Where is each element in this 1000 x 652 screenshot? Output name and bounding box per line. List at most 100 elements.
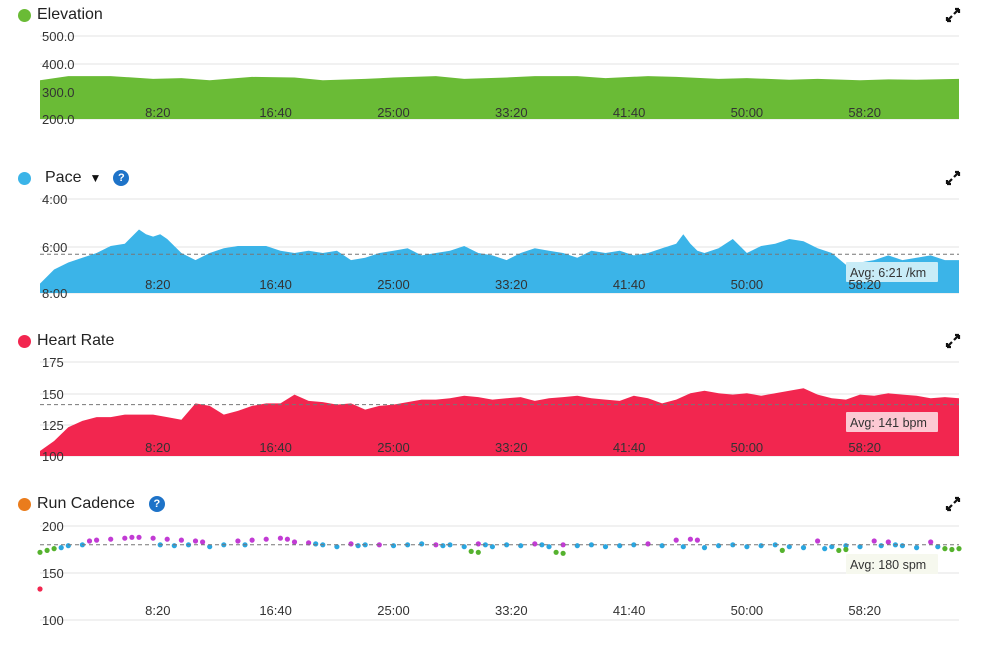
y-tick-label: 150 bbox=[42, 566, 64, 581]
x-tick-label: 16:40 bbox=[259, 440, 292, 455]
cadence-point bbox=[482, 542, 488, 548]
cadence-point bbox=[504, 542, 510, 548]
cadence-point bbox=[836, 547, 842, 553]
cadence-point bbox=[822, 546, 828, 552]
x-tick-label: 50:00 bbox=[731, 105, 764, 120]
cadence-point bbox=[935, 544, 941, 550]
cadence-point bbox=[779, 547, 785, 553]
cadence-point bbox=[86, 538, 93, 544]
cadence-point bbox=[475, 549, 481, 555]
cadence-point bbox=[928, 539, 934, 545]
cadence-point bbox=[58, 545, 64, 551]
pace-title: Pace bbox=[45, 169, 82, 186]
cadence-point bbox=[51, 546, 57, 552]
elevation-title: Elevation bbox=[37, 6, 103, 23]
cadence-point bbox=[949, 546, 955, 553]
x-tick-label: 50:00 bbox=[731, 440, 764, 455]
y-tick-label: 6:00 bbox=[42, 240, 67, 255]
cadence-header: Run Cadence ? bbox=[18, 493, 165, 515]
pace-chart: Avg: 6:21 /km 4:00 6:00 8:00 8:20 16:40 25:00 3… bbox=[40, 192, 959, 301]
cadence-point bbox=[207, 544, 213, 550]
y-tick-label: 175 bbox=[42, 355, 64, 370]
heart-rate-title: Heart Rate bbox=[37, 332, 115, 349]
cadence-point bbox=[489, 544, 495, 550]
average-label-bg bbox=[846, 554, 938, 574]
cadence-point bbox=[560, 550, 566, 556]
cadence-point bbox=[942, 546, 948, 552]
cadence-point bbox=[857, 544, 863, 550]
heart-rate-legend-dot bbox=[18, 334, 31, 348]
x-tick-label: 41:40 bbox=[613, 440, 646, 455]
cadence-point bbox=[716, 543, 722, 549]
y-tick-label: 200 bbox=[42, 519, 64, 534]
average-label: Avg: 180 spm bbox=[850, 558, 926, 572]
cadence-point bbox=[617, 543, 623, 549]
pace-panel: Pace ▼ ? Avg: 6:21 /km 4:00 6:00 8:00 8:20 16… bbox=[0, 163, 1000, 326]
cadence-point bbox=[37, 549, 43, 555]
cadence-point bbox=[419, 541, 425, 547]
cadence-point bbox=[390, 543, 397, 549]
y-tick-label: 125 bbox=[42, 418, 64, 433]
cadence-point bbox=[440, 543, 446, 549]
cadence-point bbox=[65, 543, 71, 549]
expand-icon[interactable] bbox=[944, 332, 962, 350]
cadence-point bbox=[263, 536, 269, 542]
y-tick-label: 150 bbox=[42, 387, 64, 402]
cadence-point bbox=[518, 543, 524, 549]
expand-icon[interactable] bbox=[944, 495, 962, 513]
x-tick-label: 58:20 bbox=[848, 105, 881, 120]
x-tick-label: 25:00 bbox=[377, 440, 410, 455]
cadence-point bbox=[150, 535, 156, 541]
y-tick-label: 8:00 bbox=[42, 286, 67, 301]
elevation-legend-dot bbox=[18, 8, 31, 22]
cadence-point bbox=[284, 536, 290, 542]
x-tick-label: 41:40 bbox=[613, 105, 646, 120]
x-tick-label: 33:20 bbox=[495, 105, 528, 120]
cadence-point bbox=[136, 534, 142, 540]
expand-icon[interactable] bbox=[944, 169, 962, 187]
heart-rate-header: Heart Rate bbox=[18, 330, 114, 352]
help-icon[interactable]: ? bbox=[148, 496, 165, 512]
elevation-header: Elevation bbox=[18, 4, 103, 26]
cadence-point bbox=[313, 541, 319, 547]
y-tick-label: 100 bbox=[42, 449, 64, 464]
x-tick-label: 8:20 bbox=[145, 603, 170, 618]
expand-icon[interactable] bbox=[944, 6, 962, 24]
x-tick-label: 50:00 bbox=[731, 603, 764, 618]
cadence-point bbox=[843, 546, 849, 553]
cadence-point bbox=[235, 538, 241, 544]
cadence-point bbox=[249, 537, 255, 543]
x-tick-label: 8:20 bbox=[145, 105, 170, 120]
cadence-point bbox=[546, 544, 552, 550]
cadence-point bbox=[758, 543, 764, 549]
average-label-bg bbox=[846, 262, 938, 282]
heart-rate-panel: Heart Rate Avg: 141 bpm 175 150 125 100 8:20 1… bbox=[0, 326, 1000, 489]
cadence-point bbox=[829, 544, 835, 550]
y-tick-label: 200.0 bbox=[42, 112, 75, 127]
cadence-point bbox=[645, 541, 651, 547]
cadence-point bbox=[164, 536, 170, 542]
caret-down-icon[interactable]: ▼ bbox=[89, 171, 102, 185]
cadence-point bbox=[878, 543, 884, 549]
cadence-point bbox=[553, 549, 559, 555]
cadence-point bbox=[885, 539, 891, 545]
cadence-point bbox=[730, 542, 736, 548]
cadence-point bbox=[786, 544, 792, 550]
help-icon[interactable]: ? bbox=[113, 170, 130, 186]
elevation-panel: Elevation 500.0 400.0 300.0 200.0 8:20 16:40 2… bbox=[0, 0, 1000, 163]
cadence-legend-dot bbox=[18, 497, 31, 511]
heart_rate-area bbox=[40, 388, 959, 456]
y-tick-label: 500.0 bbox=[42, 29, 75, 44]
cadence-point bbox=[574, 543, 580, 549]
cadence-point bbox=[815, 538, 821, 544]
cadence-point bbox=[461, 544, 467, 550]
cadence-point bbox=[475, 541, 481, 547]
cadence-point bbox=[532, 541, 538, 547]
cadence-point bbox=[744, 544, 750, 550]
y-tick-label: 100 bbox=[42, 613, 64, 628]
cadence-point bbox=[956, 546, 962, 552]
cadence-point bbox=[171, 543, 177, 549]
cadence-point bbox=[701, 545, 708, 551]
x-tick-label: 16:40 bbox=[259, 277, 292, 292]
cadence-point bbox=[94, 537, 100, 543]
